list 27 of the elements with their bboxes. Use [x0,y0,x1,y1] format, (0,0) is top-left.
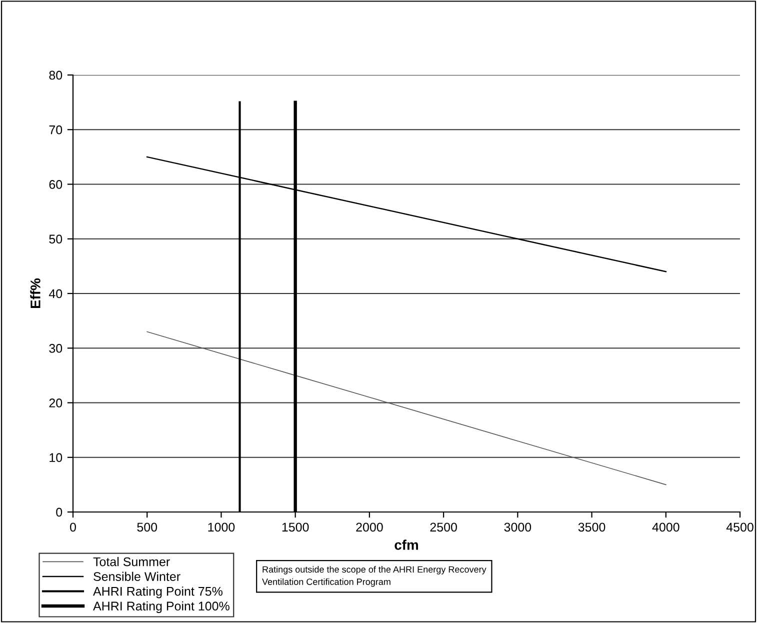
x-tick-label: 2000 [356,522,383,532]
x-tick-label: 4000 [652,522,680,532]
x-tick-label: 1500 [282,522,309,532]
x-tick-label: 3500 [578,522,606,532]
line-series [146,331,666,486]
y-tick-label: 20 [49,398,62,408]
y-tick-label: 80 [49,70,62,80]
x-tick-label: 500 [137,522,158,532]
y-tick-label: 70 [49,125,62,134]
y-tick-label: 50 [49,234,62,244]
y-tick-label: 40 [48,289,62,298]
text: Ratings outside the scope of the AHRI Energy Recovery Ventilation Certification Program [262,566,486,587]
x-tick-label: 4500 [726,522,754,532]
legend-label: AHRI Rating Point 100% [93,601,230,613]
legend-label: Total Summer [93,557,170,566]
x-tick-label: 3000 [504,522,532,532]
x-tick-label: 2500 [430,522,457,532]
x-axis-title: cfm [394,540,418,550]
x-tick-label: 1000 [208,522,235,532]
y-tick-label: 30 [49,344,62,353]
y-axis-title: Eff% [30,278,40,308]
legend-label: AHRI Rating Point 75% [93,586,222,598]
x-tick-label: 0 [70,522,76,532]
y-tick-label: 60 [49,180,62,189]
y-tick-label: 0 [56,508,62,517]
legend-label: Sensible Winter [94,572,180,581]
y-tick-label: 10 [50,453,62,462]
